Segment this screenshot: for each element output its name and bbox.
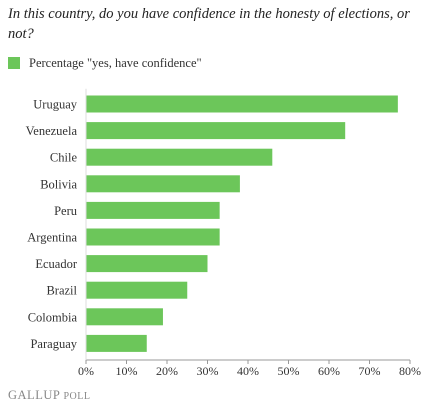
x-tick-label: 20% bbox=[156, 364, 178, 378]
category-label-brazil: Brazil bbox=[46, 284, 77, 298]
chart-title: In this country, do you have confidence … bbox=[8, 6, 410, 42]
bar-paraguay bbox=[86, 334, 147, 352]
bar-ecuador bbox=[86, 255, 208, 273]
category-label-peru: Peru bbox=[54, 204, 78, 218]
category-label-paraguay: Paraguay bbox=[30, 337, 77, 351]
category-label-bolivia: Bolivia bbox=[40, 177, 77, 191]
category-label-uruguay: Uruguay bbox=[33, 98, 77, 112]
gallup-poll-logo: GALLUP POLL bbox=[8, 388, 90, 403]
legend: Percentage "yes, have confidence" bbox=[8, 55, 202, 71]
bar-peru bbox=[86, 201, 220, 219]
category-label-ecuador: Ecuador bbox=[35, 257, 77, 271]
bar-bolivia bbox=[86, 175, 240, 193]
x-tick-label: 50% bbox=[278, 364, 300, 378]
x-tick-label: 60% bbox=[318, 364, 340, 378]
legend-label: Percentage "yes, have confidence" bbox=[29, 55, 202, 70]
legend-swatch bbox=[8, 57, 20, 69]
bar-brazil bbox=[86, 281, 188, 299]
x-tick-label: 40% bbox=[237, 364, 259, 378]
x-tick-label: 70% bbox=[359, 364, 381, 378]
x-tick-label: 80% bbox=[399, 364, 421, 378]
category-label-venezuela: Venezuela bbox=[26, 124, 78, 138]
bar-uruguay bbox=[86, 95, 398, 113]
category-label-colombia: Colombia bbox=[28, 310, 78, 324]
x-tick-label: 10% bbox=[116, 364, 138, 378]
bar-colombia bbox=[86, 308, 163, 326]
bar-venezuela bbox=[86, 122, 346, 140]
bar-argentina bbox=[86, 228, 220, 246]
category-label-chile: Chile bbox=[50, 151, 78, 165]
bar-chile bbox=[86, 148, 273, 166]
brand-suffix: POLL bbox=[63, 391, 91, 402]
x-tick-label: 30% bbox=[197, 364, 219, 378]
category-label-argentina: Argentina bbox=[27, 231, 77, 245]
x-tick-label: 0% bbox=[78, 364, 94, 378]
brand-name: GALLUP bbox=[8, 388, 60, 402]
